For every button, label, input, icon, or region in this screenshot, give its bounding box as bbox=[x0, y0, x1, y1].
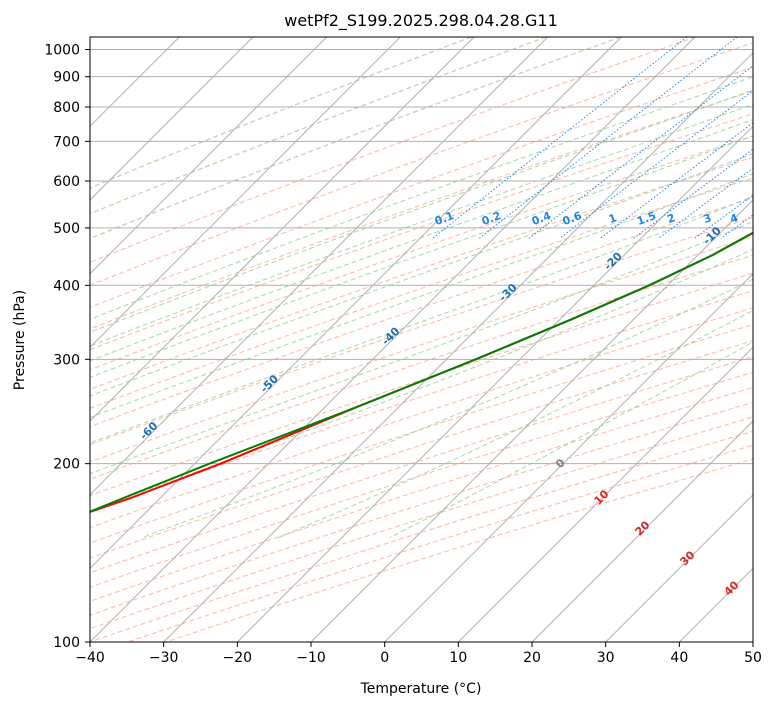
mixing-ratio-label: 4 bbox=[728, 211, 740, 226]
mixing-ratio-label: 0.1 bbox=[433, 209, 456, 228]
dry-adiabat-line bbox=[90, 371, 753, 588]
dry-adiabat-line bbox=[90, 156, 753, 390]
isotherm-line bbox=[531, 420, 753, 642]
isotherm-line bbox=[90, 37, 401, 349]
dry-adiabat-line bbox=[90, 272, 753, 497]
isotherm-grid bbox=[90, 37, 753, 642]
mixing-ratio-label: 0.6 bbox=[561, 209, 584, 228]
isotherm-line bbox=[163, 51, 753, 642]
isotherm-line bbox=[457, 346, 753, 642]
dry-adiabat-line bbox=[90, 113, 753, 351]
x-axis-title: Temperature (°C) bbox=[360, 681, 482, 697]
dry-adiabat-line bbox=[90, 177, 753, 409]
dry-adiabat-line bbox=[90, 42, 753, 286]
dewpoint-line bbox=[90, 231, 753, 513]
x-tick-label: 20 bbox=[523, 650, 541, 666]
dry-adiabat-line bbox=[90, 356, 753, 574]
y-tick-label: 400 bbox=[53, 278, 80, 294]
dry-adiabat-line bbox=[90, 37, 622, 240]
dry-adiabat-line bbox=[90, 290, 753, 513]
y-tick-label: 700 bbox=[53, 134, 80, 150]
isotherm-line bbox=[90, 37, 696, 642]
x-tick-label: −30 bbox=[149, 650, 179, 666]
y-tick-label: 1000 bbox=[44, 43, 80, 59]
x-tick-label: −40 bbox=[75, 650, 105, 666]
isotherm-label: -70 bbox=[20, 463, 43, 486]
temperature-line bbox=[90, 231, 753, 513]
mixing-ratio-line bbox=[478, 37, 738, 239]
y-tick-label: 500 bbox=[53, 221, 80, 237]
y-tick-label: 800 bbox=[53, 100, 80, 116]
mixing-ratio-line bbox=[633, 148, 753, 239]
x-axis: −40 −30 −20 −10 0 10 20 30 40 50 bbox=[75, 642, 762, 666]
dry-adiabat-line bbox=[90, 340, 753, 559]
mixing-ratio-line bbox=[528, 65, 753, 239]
mixing-ratio-label: 1 bbox=[607, 211, 619, 226]
dry-adiabats bbox=[90, 37, 753, 642]
mixing-ratio-line bbox=[559, 90, 753, 239]
y-tick-label: 300 bbox=[53, 352, 80, 368]
isotherm-line bbox=[605, 493, 753, 642]
x-tick-label: −20 bbox=[223, 650, 253, 666]
isotherm-line bbox=[752, 641, 753, 642]
isotherm-line bbox=[90, 37, 328, 275]
y-axis-title: Pressure (hPa) bbox=[12, 290, 28, 390]
mixing-ratio-line bbox=[432, 37, 688, 239]
isotherm-line bbox=[90, 37, 549, 496]
y-tick-label: 100 bbox=[53, 635, 80, 651]
dry-adiabat-line bbox=[90, 307, 753, 529]
mixing-ratio-label: 3 bbox=[702, 211, 714, 226]
x-tick-label: 50 bbox=[744, 650, 762, 666]
mixing-ratio-label: 2 bbox=[665, 211, 677, 226]
y-tick-label: 900 bbox=[53, 70, 80, 86]
isotherm-line bbox=[384, 272, 753, 642]
dry-adiabat-line bbox=[90, 66, 753, 309]
x-tick-label: 30 bbox=[597, 650, 615, 666]
plot-frame bbox=[89, 36, 754, 643]
isotherm-line bbox=[90, 37, 254, 201]
isotherm-line bbox=[90, 37, 622, 570]
profile-series bbox=[90, 231, 753, 513]
pressure-grid bbox=[90, 49, 753, 642]
x-tick-label: 10 bbox=[449, 650, 467, 666]
dry-adiabat-line bbox=[90, 323, 753, 544]
dry-adiabat-line bbox=[90, 386, 753, 602]
y-tick-label: 600 bbox=[53, 174, 80, 190]
mixing-ratio-label: 6 bbox=[767, 211, 775, 226]
mixing-ratio-line bbox=[760, 37, 775, 238]
chart-title: wetPf2_S199.2025.298.04.28.G11 bbox=[284, 11, 558, 31]
mixing-ratio-lines bbox=[432, 37, 775, 239]
y-axis: 1000 900 800 700 600 500 400 300 200 100 bbox=[44, 43, 90, 651]
dry-adiabat-line bbox=[90, 254, 753, 480]
plot-background bbox=[90, 37, 753, 642]
x-tick-label: 0 bbox=[380, 650, 389, 666]
x-tick-label: −10 bbox=[296, 650, 326, 666]
mixing-ratio-label: 1.5 bbox=[635, 209, 658, 228]
mixing-ratio-label: 0.2 bbox=[480, 209, 503, 228]
y-tick-label: 200 bbox=[53, 457, 80, 473]
isotherm-line bbox=[236, 125, 753, 642]
isotherm-line bbox=[310, 199, 753, 642]
mixing-ratio-label: 0.4 bbox=[530, 209, 553, 228]
x-tick-label: 40 bbox=[670, 650, 688, 666]
isotherm-line bbox=[90, 37, 475, 422]
